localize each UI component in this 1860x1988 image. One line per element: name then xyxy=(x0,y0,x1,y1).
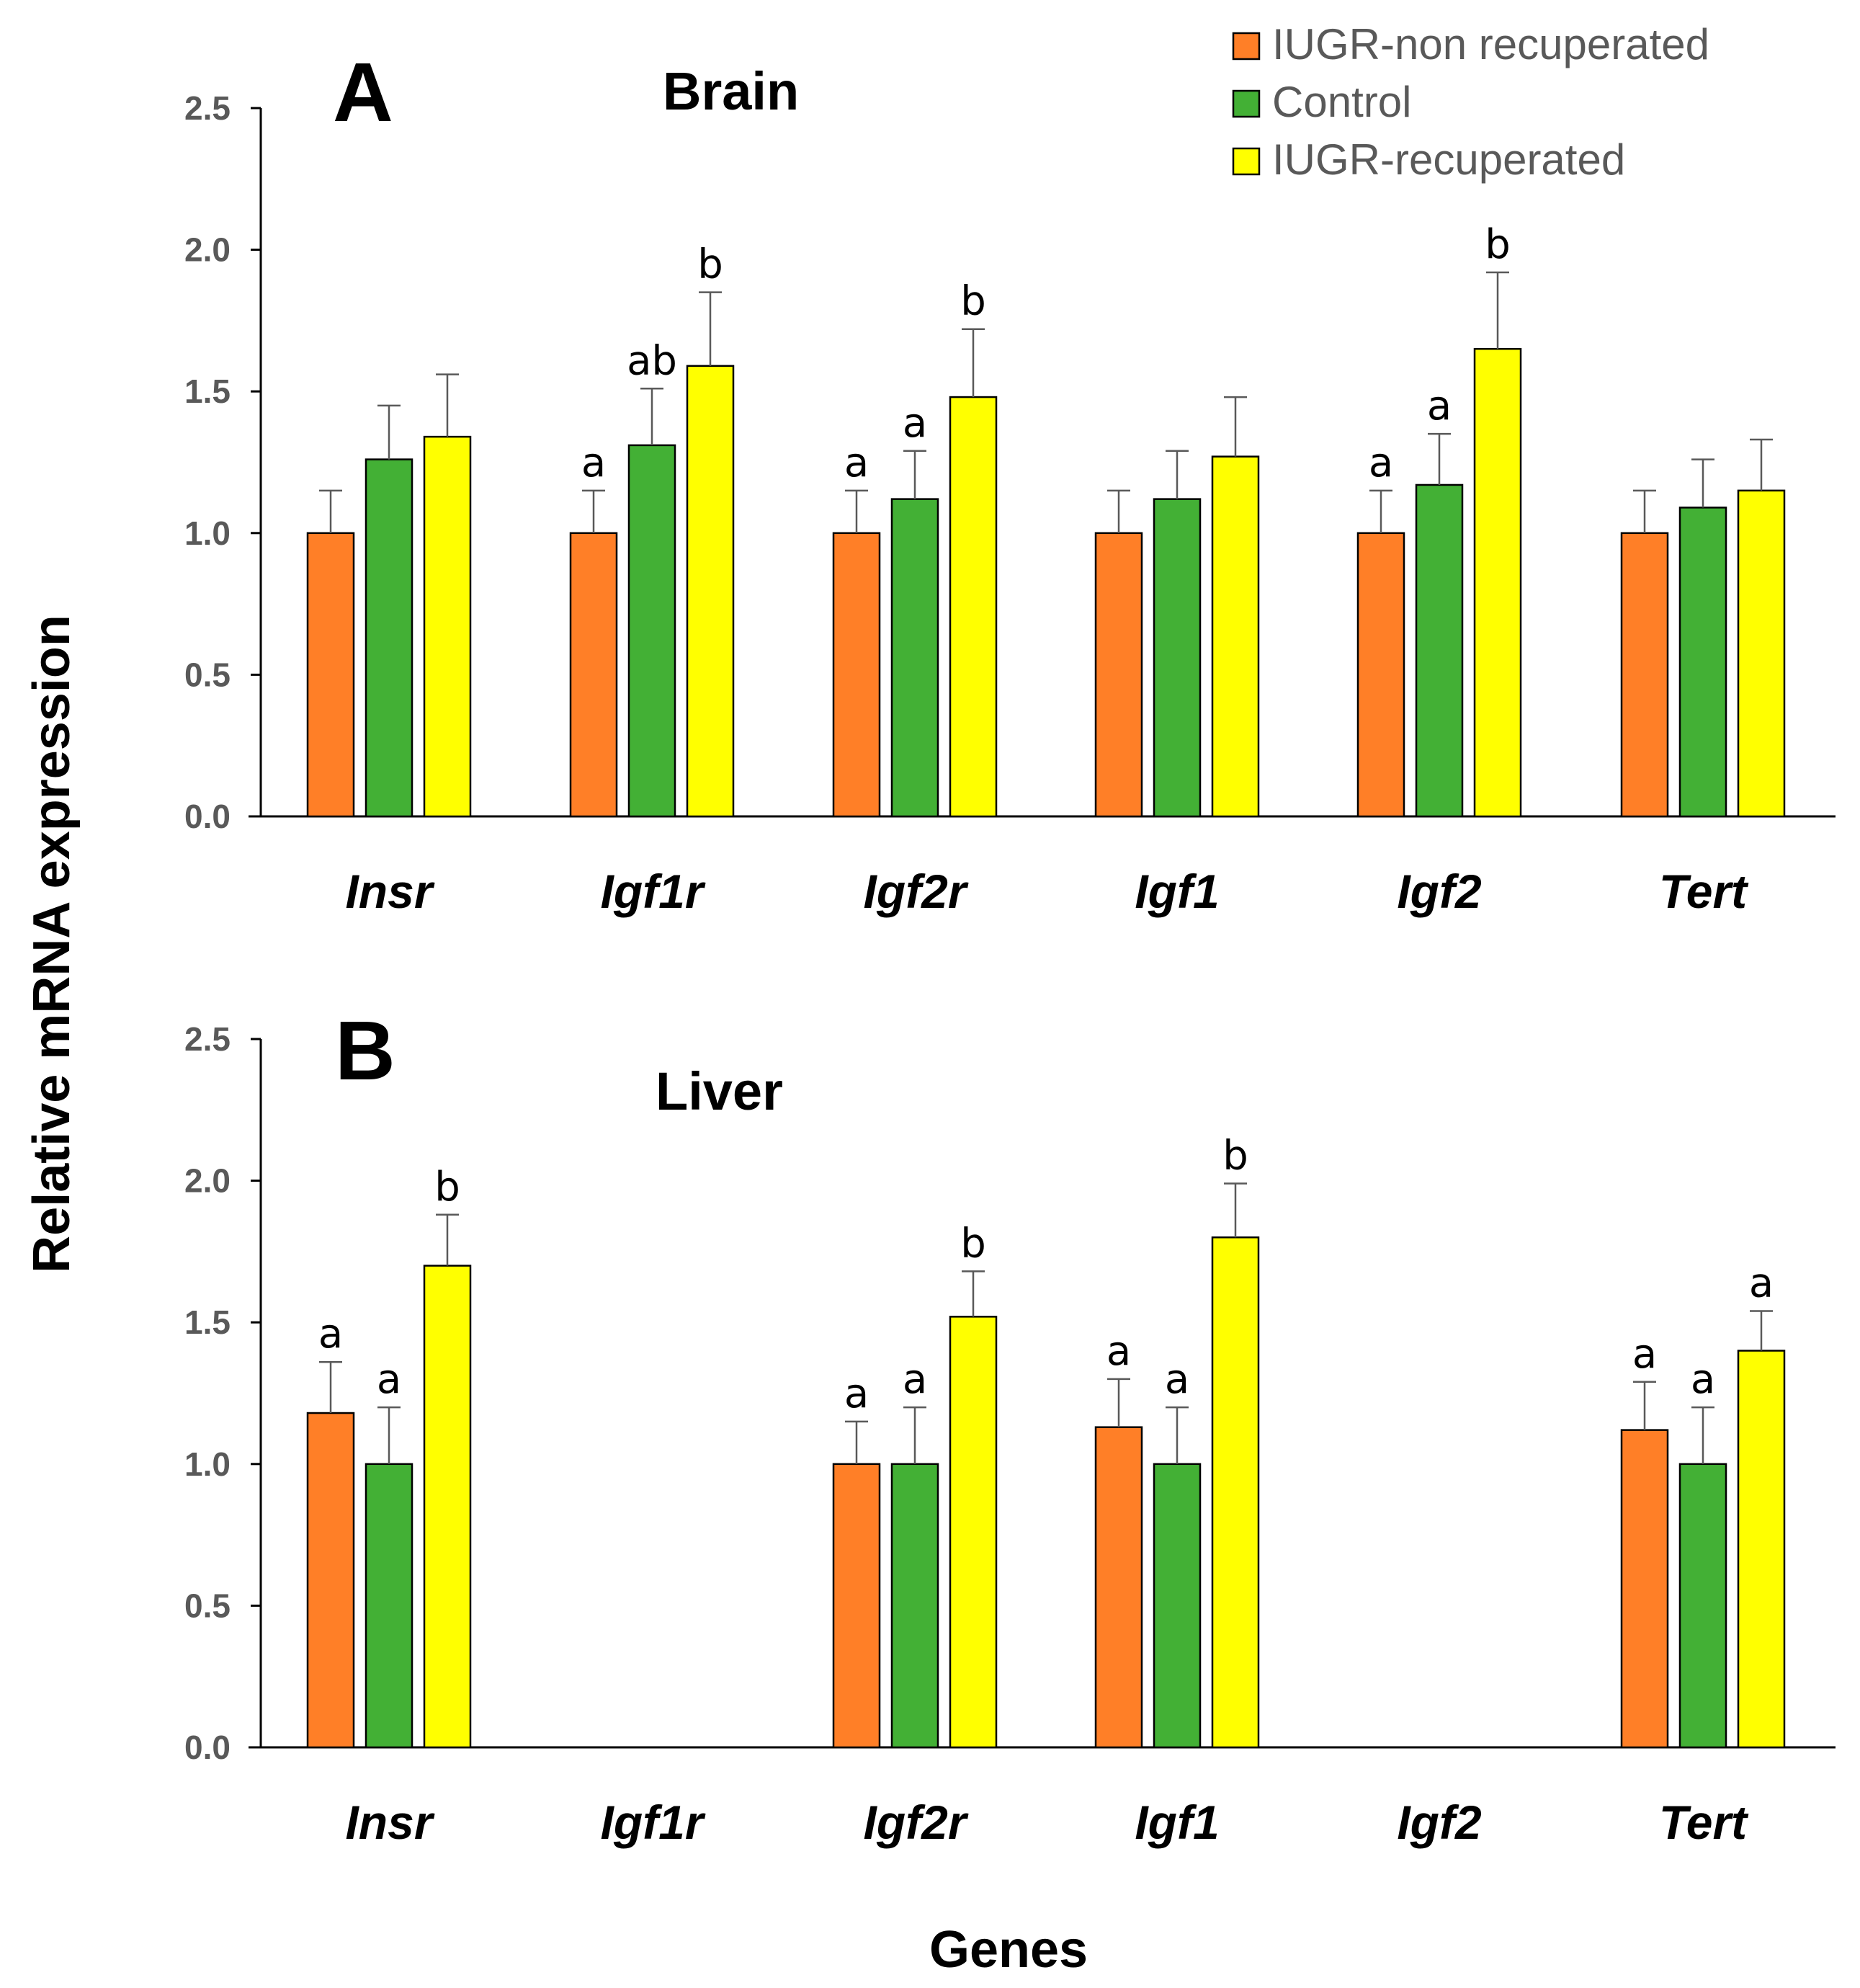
y-tick-label: 0.5 xyxy=(184,656,231,693)
y-tick-label: 1.5 xyxy=(184,1303,231,1341)
category-label-insr: Insr xyxy=(345,865,434,918)
x-axis-label: Genes xyxy=(929,1921,1088,1979)
bar-iugr-non-recuperated-tert xyxy=(1620,532,1669,818)
bar-iugr-non-recuperated-igf2 xyxy=(1356,532,1405,818)
category-label-igf1: Igf1 xyxy=(1135,865,1219,918)
bar-iugr-recuperated-igf1 xyxy=(1211,1236,1260,1749)
significance-label: b xyxy=(697,241,723,288)
significance-label: b xyxy=(960,1220,986,1267)
bar-iugr-recuperated-igf2r xyxy=(949,1316,998,1749)
significance-label: a xyxy=(1427,383,1452,429)
significance-label: a xyxy=(1106,1328,1131,1375)
bar-control-igf1 xyxy=(1153,498,1202,818)
significance-label: ab xyxy=(627,337,677,384)
bar-iugr-non-recuperated-igf1r xyxy=(569,532,618,818)
category-label-igf1: Igf1 xyxy=(1135,1796,1219,1849)
category-label-insr: Insr xyxy=(345,1796,434,1849)
category-label-igf2r: Igf2r xyxy=(863,865,968,918)
bar-iugr-non-recuperated-insr xyxy=(306,532,355,818)
panel-title-liver: Liver xyxy=(656,1061,783,1121)
significance-label: a xyxy=(1691,1356,1715,1403)
bar-iugr-recuperated-igf2 xyxy=(1473,347,1522,818)
significance-label: a xyxy=(1749,1260,1774,1306)
category-label-igf1r: Igf1r xyxy=(600,1796,705,1849)
legend-swatch-iugr-non-recuperated xyxy=(1232,32,1261,61)
y-tick-label: 2.5 xyxy=(184,89,231,127)
category-label-igf2: Igf2 xyxy=(1397,1796,1482,1849)
panel-title-brain: Brain xyxy=(663,61,799,121)
y-tick-label: 0.5 xyxy=(184,1587,231,1624)
bar-control-insr xyxy=(365,458,413,818)
y-tick-label: 2.0 xyxy=(184,1162,231,1200)
significance-label: a xyxy=(1369,440,1393,486)
significance-label: a xyxy=(377,1356,401,1403)
bar-control-tert xyxy=(1678,507,1727,818)
significance-label: a xyxy=(903,1356,927,1403)
significance-label: a xyxy=(844,440,869,486)
significance-label: b xyxy=(1485,221,1511,268)
significance-label: b xyxy=(1222,1133,1248,1180)
category-label-igf1r: Igf1r xyxy=(600,865,705,918)
bar-iugr-non-recuperated-igf1 xyxy=(1094,532,1143,818)
bar-iugr-non-recuperated-igf2r xyxy=(832,1463,881,1749)
significance-label: a xyxy=(903,400,927,447)
bar-iugr-recuperated-igf1r xyxy=(686,365,735,818)
bar-control-igf1r xyxy=(627,444,676,818)
bar-iugr-recuperated-igf1 xyxy=(1211,455,1260,818)
y-tick-label: 2.5 xyxy=(184,1020,231,1058)
bar-iugr-non-recuperated-tert xyxy=(1620,1429,1669,1749)
bar-iugr-non-recuperated-igf2r xyxy=(832,532,881,818)
y-tick-label: 0.0 xyxy=(184,798,231,835)
bar-iugr-recuperated-insr xyxy=(423,435,472,818)
bar-control-igf1 xyxy=(1153,1463,1202,1749)
y-tick-label: 1.5 xyxy=(184,373,231,410)
bar-iugr-recuperated-tert xyxy=(1737,489,1786,818)
legend-label-iugr-recuperated: IUGR-recuperated xyxy=(1272,135,1625,184)
legend-label-control: Control xyxy=(1272,78,1411,126)
bar-iugr-recuperated-tert xyxy=(1737,1350,1786,1749)
category-label-igf2r: Igf2r xyxy=(863,1796,968,1849)
bar-control-igf2r xyxy=(890,498,939,818)
significance-label: b xyxy=(960,278,986,325)
y-tick-label: 2.0 xyxy=(184,231,231,269)
legend: IUGR-non recuperated Control IUGR-recupe… xyxy=(1232,20,1709,184)
panel-letter-b: B xyxy=(335,1004,395,1097)
bar-iugr-recuperated-igf2r xyxy=(949,396,998,818)
bar-iugr-non-recuperated-insr xyxy=(306,1412,355,1749)
y-tick-label: 0.0 xyxy=(184,1729,231,1766)
y-tick-label: 1.0 xyxy=(184,1445,231,1483)
significance-label: a xyxy=(318,1311,343,1358)
bar-control-igf2r xyxy=(890,1463,939,1749)
category-label-tert: Tert xyxy=(1659,865,1749,918)
y-axis-label: Relative mRNA expression xyxy=(23,615,81,1273)
legend-label-iugr-non-recuperated: IUGR-non recuperated xyxy=(1272,20,1709,68)
significance-label: a xyxy=(844,1370,869,1417)
legend-swatch-iugr-recuperated xyxy=(1232,147,1261,176)
bar-control-igf2 xyxy=(1415,483,1464,818)
bar-iugr-non-recuperated-igf1 xyxy=(1094,1426,1143,1749)
legend-swatch-control xyxy=(1232,89,1261,118)
significance-label: a xyxy=(581,440,606,486)
bar-iugr-recuperated-insr xyxy=(423,1265,472,1749)
significance-label: a xyxy=(1632,1331,1657,1378)
bar-control-insr xyxy=(365,1463,413,1749)
significance-label: a xyxy=(1165,1356,1189,1403)
significance-label: b xyxy=(434,1164,460,1211)
panel-letter-a: A xyxy=(333,45,393,139)
panel-liver: B Liver 0.00.51.01.52.02.5 aaa aa a a abbba … xyxy=(184,1004,1836,1849)
bar-control-tert xyxy=(1678,1463,1727,1749)
category-label-tert: Tert xyxy=(1659,1796,1749,1849)
category-label-igf2: Igf2 xyxy=(1397,865,1482,918)
y-tick-label: 1.0 xyxy=(184,514,231,552)
